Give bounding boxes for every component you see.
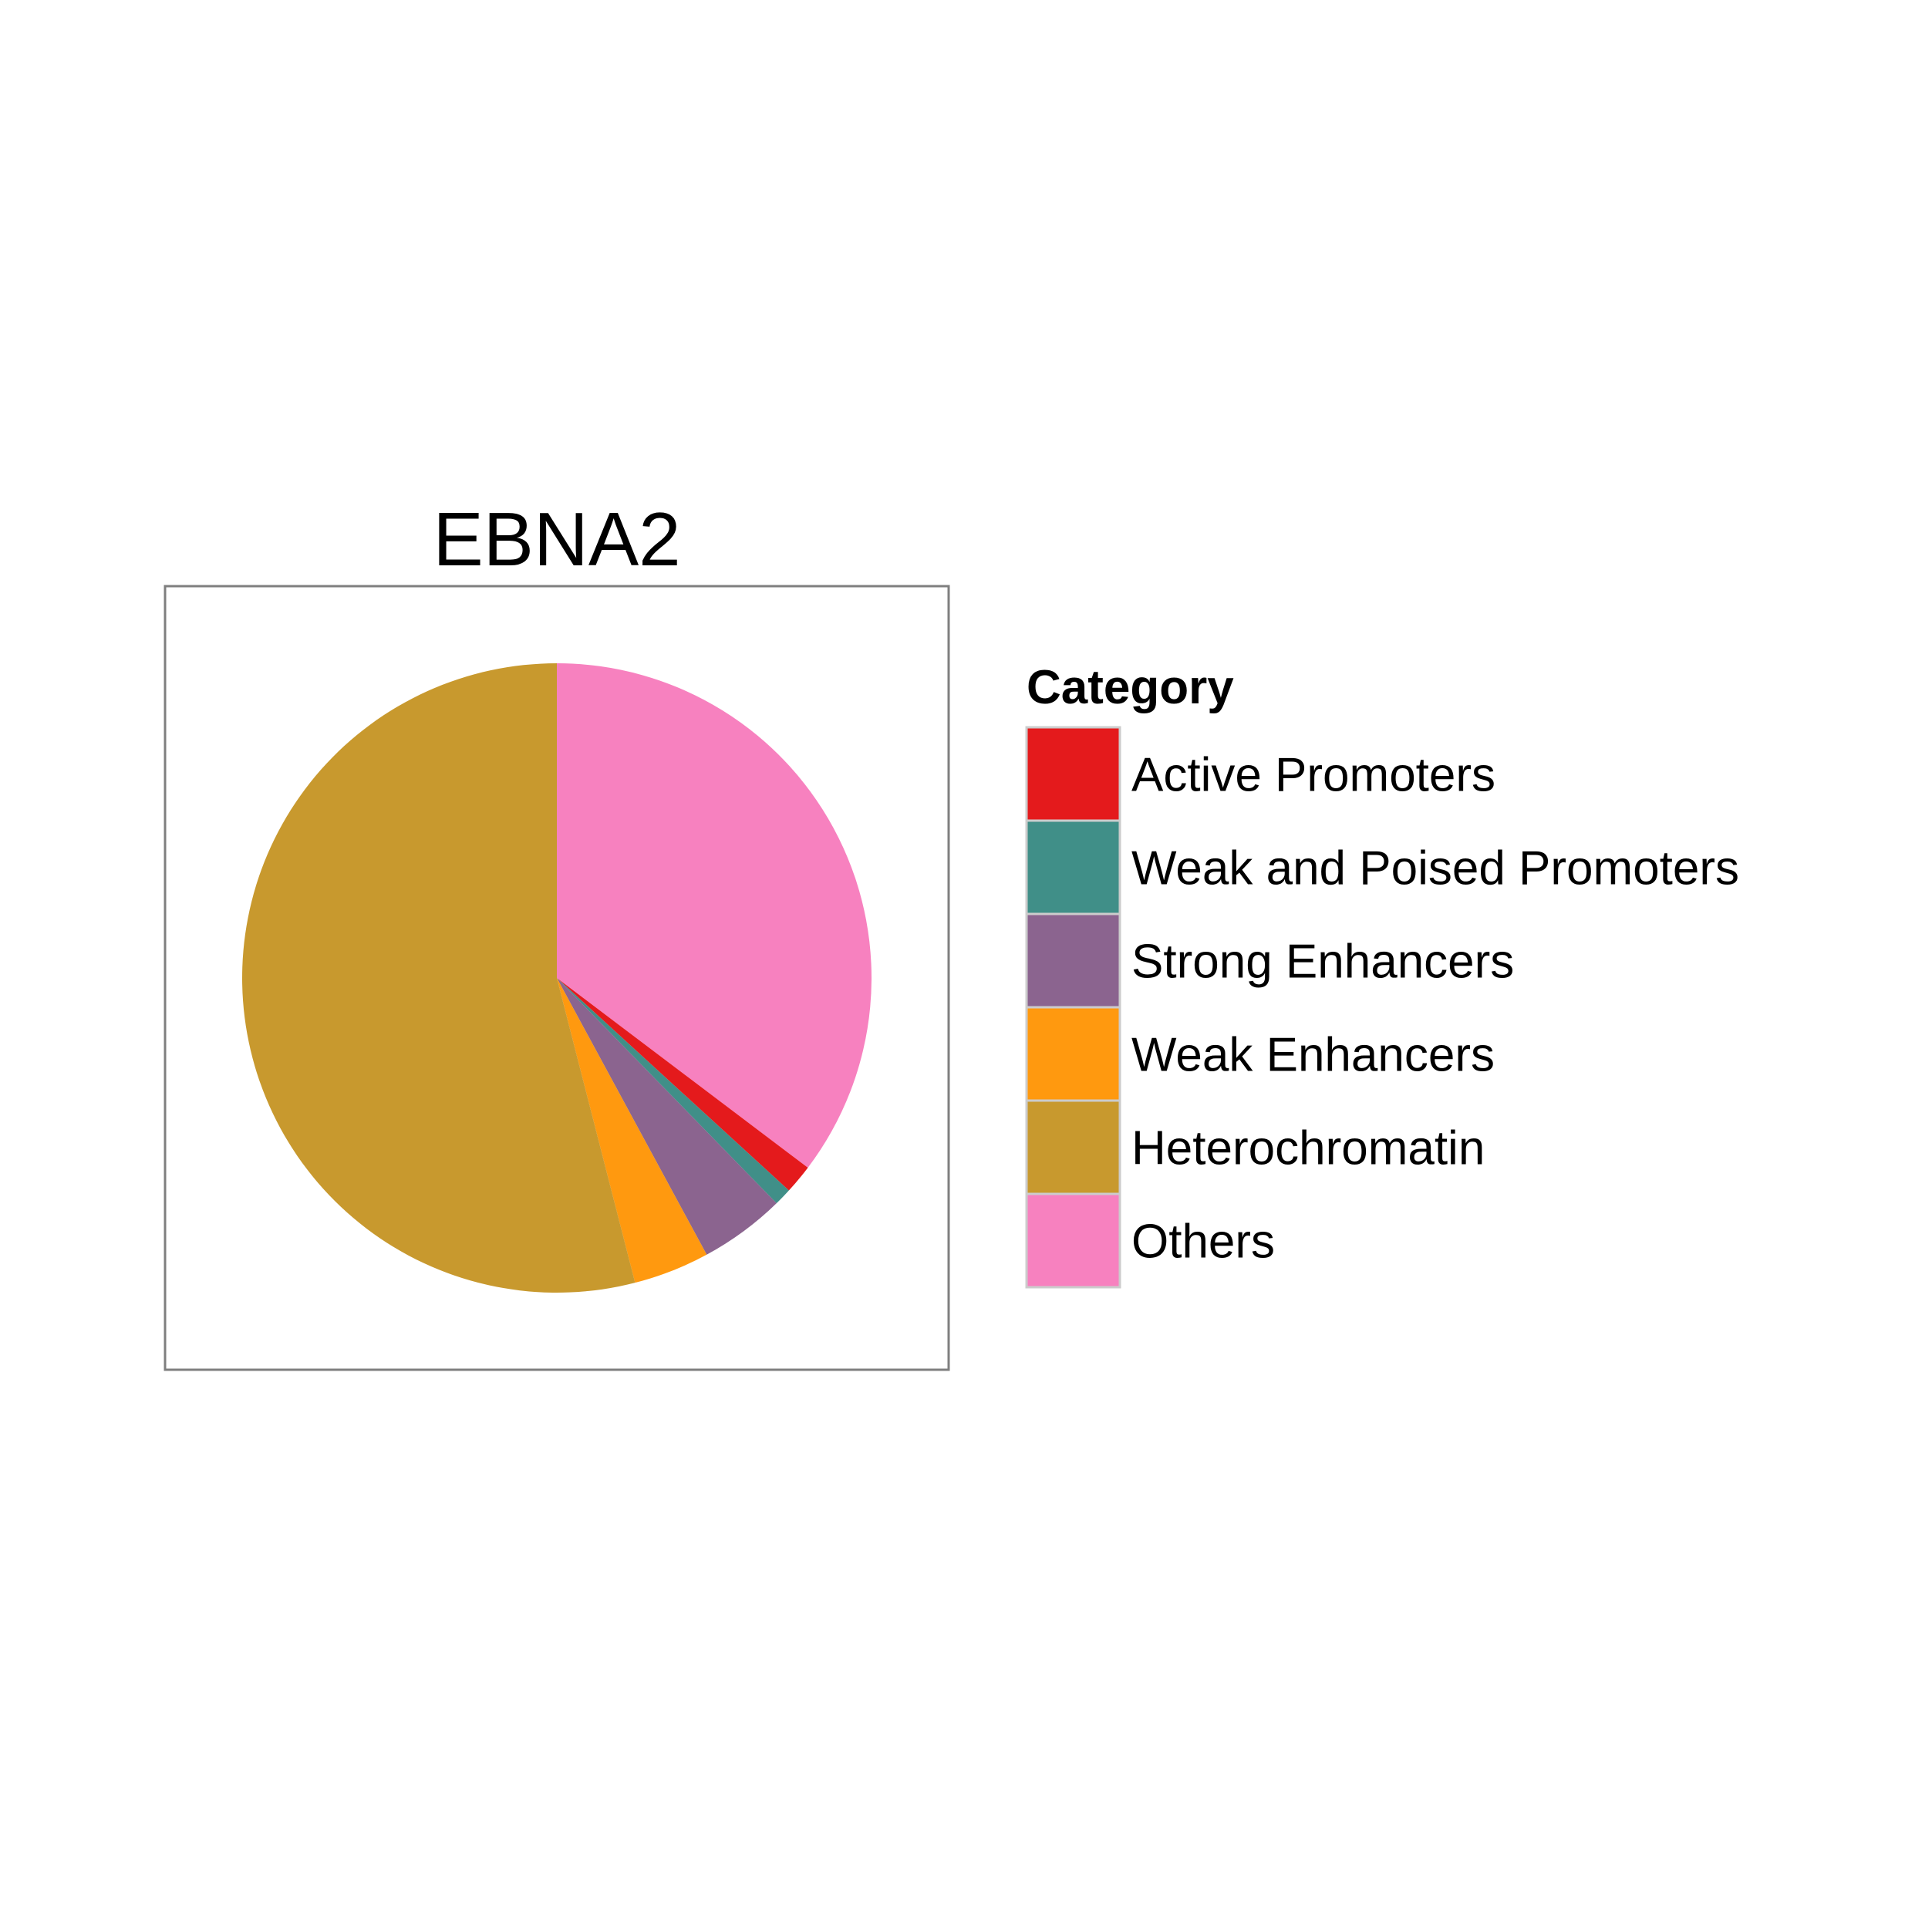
legend: Active Promoters Weak and Poised Promoter… bbox=[1025, 726, 1739, 1289]
legend-label-strong-enhancers: Strong Enhancers bbox=[1131, 936, 1514, 989]
legend-title: Category bbox=[1027, 661, 1234, 714]
legend-key-active-promoters bbox=[1025, 726, 1121, 822]
legend-key-strong-enhancers bbox=[1025, 912, 1121, 1009]
pie bbox=[242, 663, 872, 1293]
legend-key-weak-enhancers bbox=[1025, 1006, 1121, 1102]
pie-slice-heterochromatin bbox=[242, 663, 636, 1293]
chart-title: EBNA2 bbox=[433, 497, 680, 582]
legend-label-others: Others bbox=[1131, 1216, 1275, 1269]
pie-slice-active-promoters bbox=[557, 978, 808, 1191]
pie-slice-weak-and-poised-promoters bbox=[557, 978, 789, 1204]
legend-label-weak-and-poised-promoters: Weak and Poised Promoters bbox=[1131, 842, 1739, 895]
legend-key-others bbox=[1025, 1192, 1121, 1289]
legend-label-weak-enhancers: Weak Enhancers bbox=[1131, 1029, 1495, 1082]
pie-slice-others bbox=[557, 663, 872, 1168]
legend-key-weak-and-poised-promoters bbox=[1025, 819, 1121, 915]
legend-label-active-promoters: Active Promoters bbox=[1131, 749, 1495, 802]
legend-key-heterochromatin bbox=[1025, 1099, 1121, 1195]
legend-label-heterochromatin: Heterochromatin bbox=[1131, 1122, 1485, 1175]
pie-slice-weak-enhancers bbox=[557, 978, 707, 1283]
pie-slice-strong-enhancers bbox=[557, 978, 777, 1255]
